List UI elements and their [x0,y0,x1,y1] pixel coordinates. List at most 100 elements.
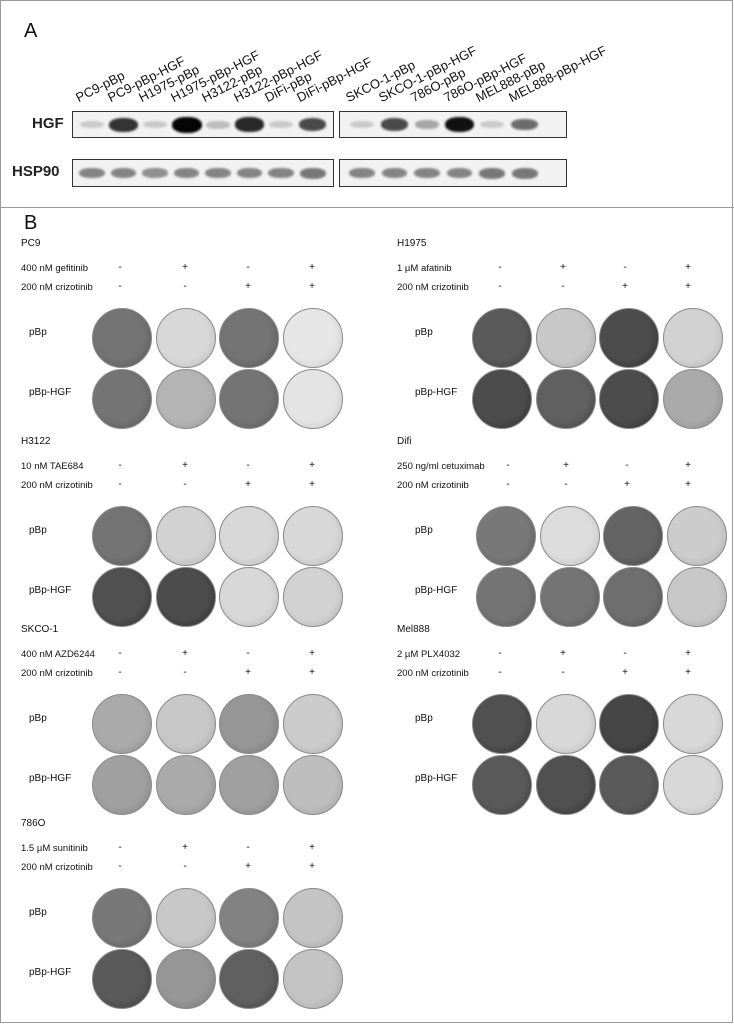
row-label: pBp-HGF [415,585,458,596]
treatment-sign: - [561,667,565,678]
colony-well [155,369,216,429]
blot-band [109,117,138,132]
treatment-sign: - [118,479,122,490]
colony-well [282,755,343,815]
row-label: pBp [415,327,433,338]
blot-band [236,167,263,179]
drug-label: 10 nM TAE684 [21,461,84,472]
treatment-sign: - [118,281,122,292]
treatment-sign: - [561,281,565,292]
blot-band [171,116,202,133]
blot-band [298,118,327,131]
treatment-sign: - [118,861,122,872]
blot-band [268,167,294,179]
colony-well [539,567,600,627]
blot-band [80,120,104,129]
blot-band [446,167,473,179]
colony-well [603,506,663,566]
treatment-sign: - [183,667,187,678]
treatment-sign: + [622,281,628,292]
drug-label: 200 nM crizotinib [21,282,93,293]
blot-band [380,118,409,131]
colony-well [666,506,727,566]
colony-well [662,694,723,754]
colony-well [155,506,216,566]
treatment-sign: + [685,648,691,659]
blot-band [350,120,374,129]
colony-well [219,369,279,429]
treatment-sign: + [309,262,315,273]
drug-label: 1.5 µM sunitinib [21,843,88,854]
colony-well [603,567,663,627]
treatment-sign: + [309,842,315,853]
treatment-sign: + [685,479,691,490]
colony-well [282,694,343,754]
colony-well [219,755,279,815]
treatment-sign: - [246,460,250,471]
colony-well [535,755,596,815]
colony-well [599,308,659,368]
colony-well [662,755,723,815]
experiment-title: H1975 [397,238,427,249]
colony-well [476,567,536,627]
row-label: pBp [29,327,47,338]
blot-band [511,118,538,131]
row-label: pBp [415,713,433,724]
treatment-sign: + [245,861,251,872]
treatment-sign: - [118,842,122,853]
treatment-sign: + [624,479,630,490]
treatment-sign: + [309,479,315,490]
colony-well [282,949,343,1009]
colony-well [282,888,343,948]
colony-well [219,567,279,627]
blot-band [414,167,440,179]
treatment-sign: + [622,667,628,678]
colony-well [666,567,727,627]
drug-label: 200 nM crizotinib [397,480,469,491]
row-label: pBp-HGF [29,967,72,978]
colony-well [155,949,216,1009]
colony-well [92,369,152,429]
blot-band [381,167,408,179]
drug-label: 200 nM crizotinib [397,282,469,293]
blot-band [110,167,137,179]
treatment-sign: - [498,281,502,292]
drug-label: 1 µM afatinib [397,263,452,274]
treatment-sign: + [560,262,566,273]
colony-well [92,888,152,948]
treatment-sign: + [563,460,569,471]
drug-label: 400 nM gefitinib [21,263,89,274]
colony-well [599,694,659,754]
colony-well [539,506,600,566]
colony-well [472,369,532,429]
blot-band [206,120,230,129]
colony-well [599,755,659,815]
drug-label: 250 ng/ml cetuximab [397,461,485,472]
treatment-sign: - [246,262,250,273]
treatment-sign: - [498,262,502,273]
colony-well [92,308,152,368]
treatment-sign: - [246,648,250,659]
row-label: pBp-HGF [415,773,458,784]
row-label: pBp [29,907,47,918]
row-label: pBp [415,525,433,536]
treatment-sign: - [246,842,250,853]
colony-well [535,694,596,754]
colony-well [282,506,343,566]
colony-well [472,308,532,368]
treatment-sign: + [309,648,315,659]
colony-well [219,888,279,948]
colony-well [219,694,279,754]
experiment-title: Difi [397,436,412,447]
colony-well [472,694,532,754]
colony-well [155,308,216,368]
drug-label: 200 nM crizotinib [21,480,93,491]
treatment-sign: - [623,648,627,659]
treatment-sign: + [182,262,188,273]
treatment-sign: + [245,667,251,678]
colony-well [662,369,723,429]
row-label: pBp [29,713,47,724]
experiment-title: H3122 [21,436,51,447]
panel-b-letter: B [24,212,38,234]
